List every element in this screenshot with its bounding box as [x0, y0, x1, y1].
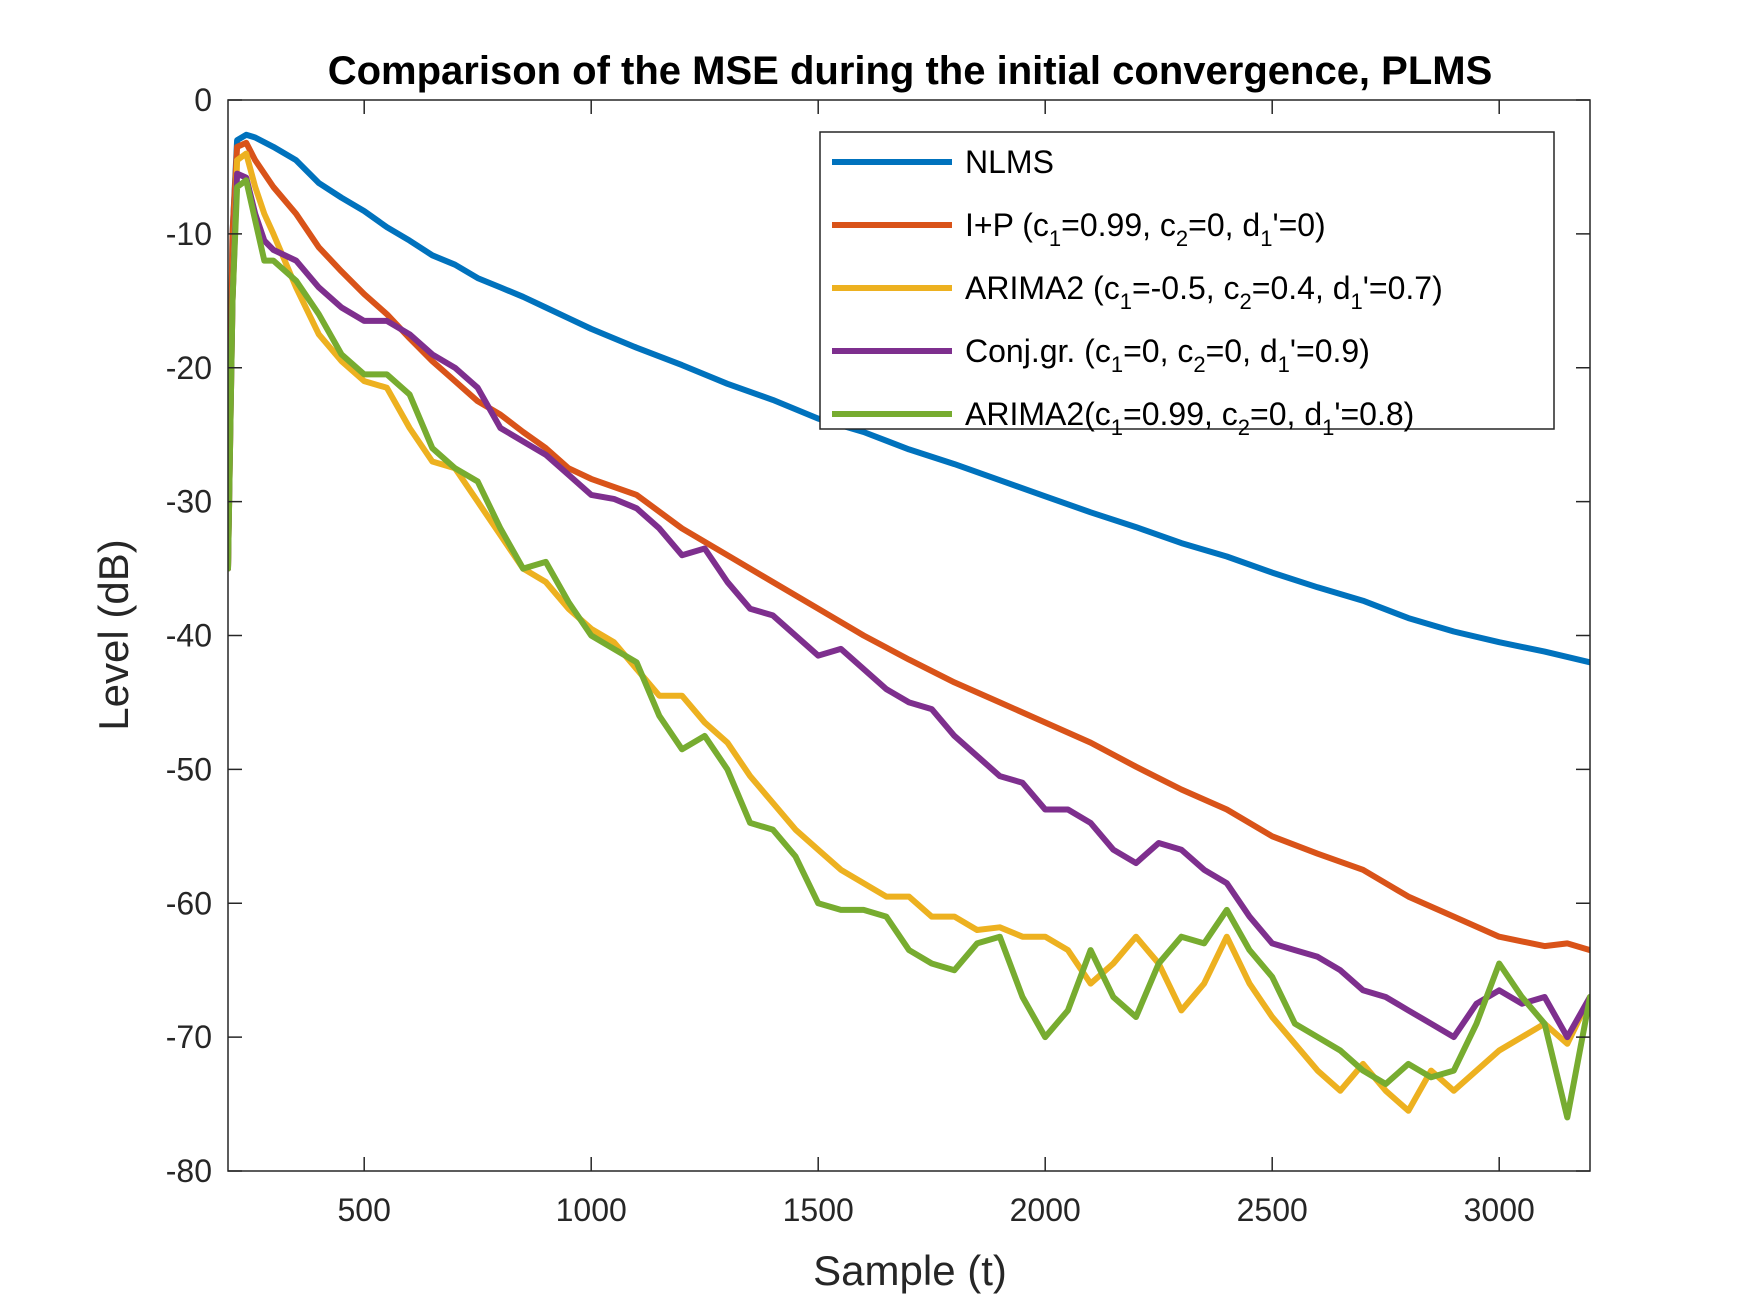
series-line-4: [228, 177, 1590, 1121]
x-tick-labels: 500 1000 1500 2000 2500 3000: [338, 1192, 1535, 1228]
x-tick-label: 500: [338, 1192, 391, 1228]
series-line-1: [228, 139, 1590, 954]
y-tick-label: 0: [194, 82, 212, 118]
legend-label-0: NLMS: [965, 144, 1054, 180]
legend-label-3: Conj.gr. (c1=0, c2=0, d1'=0.9): [965, 333, 1370, 377]
legend-label-1: I+P (c1=0.99, c2=0, d1'=0): [965, 207, 1326, 251]
y-axis-label: Level (dB): [90, 539, 137, 730]
legend: NLMS I+P (c1=0.99, c2=0, d1'=0) ARIMA2 (c1…: [819, 131, 1555, 440]
legend-label-2: ARIMA2 (c1=-0.5, c2=0.4, d1'=0.7): [965, 270, 1443, 314]
legend-items: NLMS I+P (c1=0.99, c2=0, d1'=0) ARIMA2 (c1…: [832, 144, 1443, 440]
chart-title: Comparison of the MSE during the initial…: [328, 49, 1493, 93]
series-line-2: [228, 150, 1590, 1114]
y-tick-label: -80: [166, 1153, 212, 1189]
x-tick-label: 2500: [1237, 1192, 1308, 1228]
x-tick-label: 1500: [783, 1192, 854, 1228]
y-tick-label: -20: [166, 350, 212, 386]
series-line-0: [228, 131, 1590, 666]
y-tick-labels: 0 -10 -20 -30 -40 -50 -60 -70 -80: [166, 82, 212, 1189]
legend-box: [819, 131, 1555, 430]
y-tick-label: -10: [166, 216, 212, 252]
series-line-3: [228, 170, 1590, 1041]
y-tick-label: -40: [166, 618, 212, 654]
y-tick-label: -50: [166, 751, 212, 787]
y-tick-label: -30: [166, 484, 212, 520]
series-lines: [228, 131, 1590, 1121]
axis-ticks: [228, 99, 1590, 1172]
x-tick-label: 3000: [1464, 1192, 1535, 1228]
y-tick-label: -60: [166, 885, 212, 921]
x-tick-label: 2000: [1010, 1192, 1081, 1228]
x-tick-label: 1000: [556, 1192, 627, 1228]
y-tick-label: -70: [166, 1019, 212, 1055]
legend-label-4: ARIMA2(c1=0.99, c2=0, d1'=0.8): [965, 396, 1414, 440]
x-axis-label: Sample (t): [813, 1247, 1007, 1294]
